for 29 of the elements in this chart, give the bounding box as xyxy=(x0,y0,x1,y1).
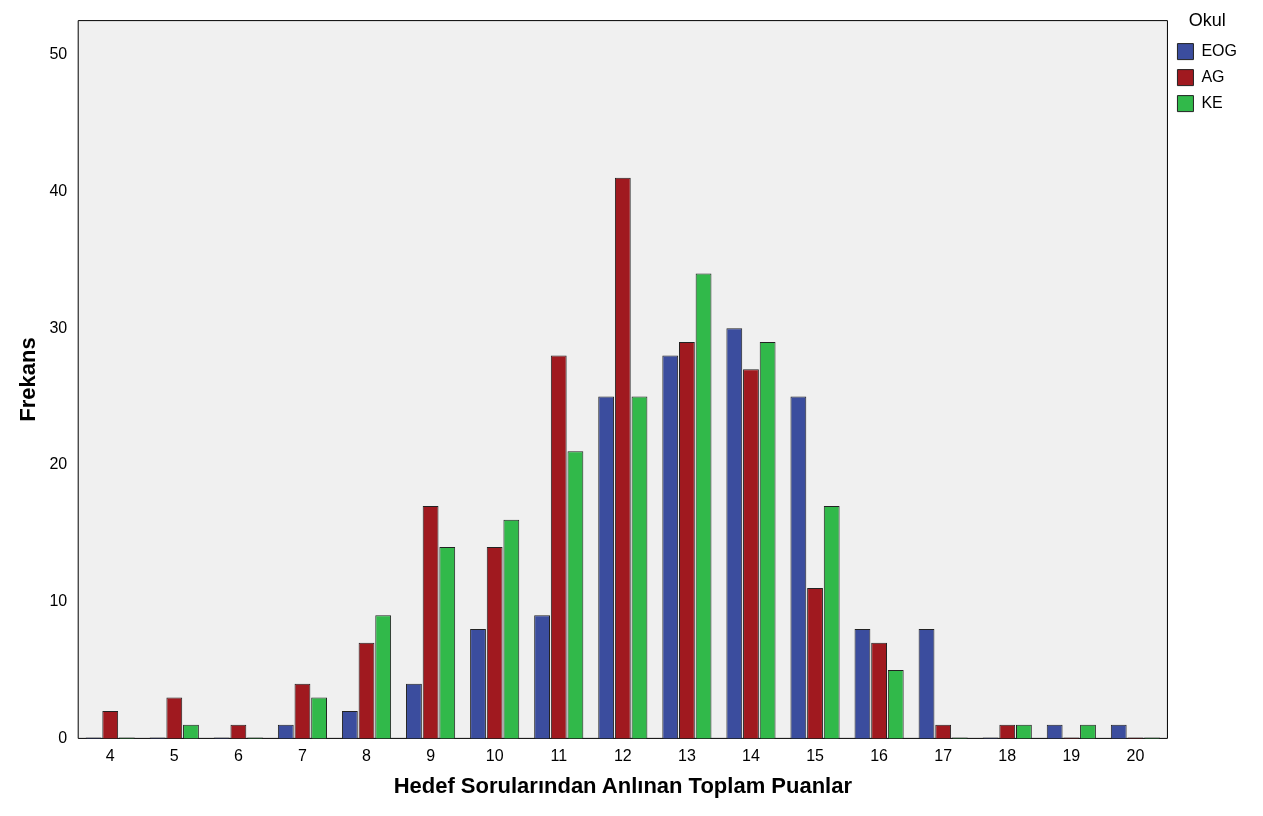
x-tick-label: 18 xyxy=(998,747,1017,765)
x-tick-label: 11 xyxy=(550,747,568,765)
x-tick-label: 10 xyxy=(485,747,504,765)
legend-label: KE xyxy=(1201,94,1223,112)
y-tick-label: 50 xyxy=(49,45,68,63)
x-tick-label: 12 xyxy=(613,747,632,765)
x-tick-label: 14 xyxy=(742,747,760,765)
y-tick-label: 0 xyxy=(58,728,68,746)
y-tick-label: 40 xyxy=(49,181,68,199)
x-tick-label: 19 xyxy=(1062,747,1081,765)
legend-label: AG xyxy=(1201,68,1225,86)
y-tick-label: 10 xyxy=(49,592,68,610)
y-axis-title: Frekans xyxy=(15,337,41,422)
x-tick-label: 20 xyxy=(1126,747,1145,765)
x-tick-label: 13 xyxy=(677,747,696,765)
x-tick-label: 17 xyxy=(934,747,953,765)
x-tick-label: 8 xyxy=(362,747,372,765)
x-tick-label: 6 xyxy=(233,747,243,765)
y-tick-label: 20 xyxy=(49,455,68,473)
y-tick-label: 30 xyxy=(49,318,68,336)
x-tick-label: 16 xyxy=(870,747,889,765)
x-tick-label: 7 xyxy=(298,747,307,765)
x-tick-label: 9 xyxy=(426,747,436,765)
legend-title: Okul xyxy=(1188,9,1226,30)
x-tick-label: 5 xyxy=(169,747,179,765)
x-axis-title: Hedef Sorularından Anlınan Toplam Puanlar xyxy=(393,772,853,798)
legend-label: EOG xyxy=(1201,42,1237,60)
x-tick-label: 15 xyxy=(806,747,825,765)
x-tick-label: 4 xyxy=(105,747,115,765)
